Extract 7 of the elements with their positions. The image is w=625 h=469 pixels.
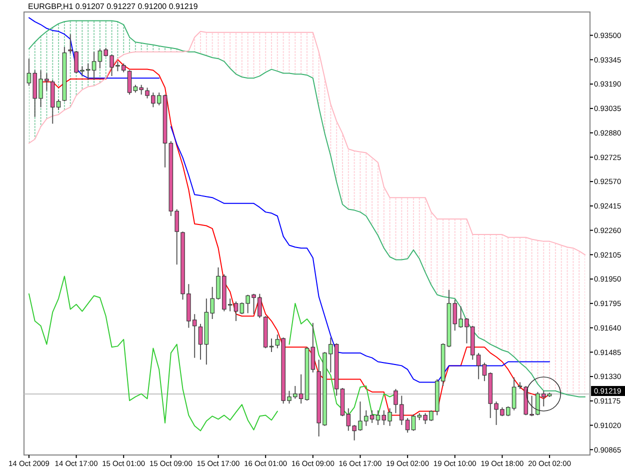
candlestick (198, 323, 203, 360)
candlestick (269, 338, 274, 353)
candlestick (68, 34, 72, 54)
candlestick (310, 322, 316, 373)
line-series (28, 30, 586, 256)
candlestick (127, 70, 132, 96)
chart-title: EURGBP,H1 0.91207 0.91227 0.91200 0.91219 (28, 2, 198, 11)
